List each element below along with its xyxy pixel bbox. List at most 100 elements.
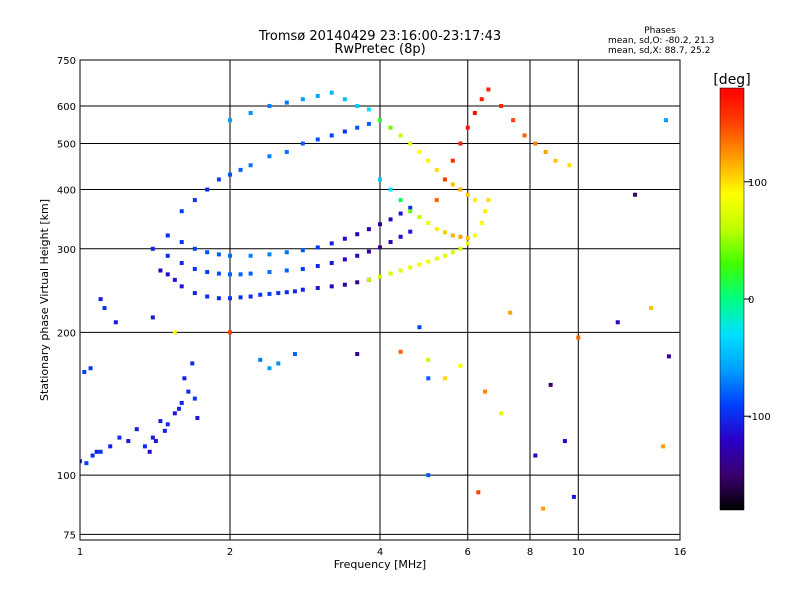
data-point bbox=[666, 354, 671, 359]
data-point bbox=[342, 257, 347, 262]
data-point bbox=[176, 406, 181, 411]
data-point bbox=[284, 268, 289, 273]
data-point bbox=[576, 335, 581, 340]
data-point bbox=[216, 252, 221, 257]
data-point bbox=[378, 118, 382, 123]
data-point bbox=[98, 449, 103, 454]
data-point bbox=[472, 110, 477, 115]
data-point bbox=[398, 268, 403, 273]
data-point bbox=[355, 125, 360, 130]
colorbar-ticks: 100 0 -100 bbox=[744, 178, 771, 423]
data-point bbox=[315, 286, 320, 291]
data-point bbox=[329, 241, 334, 246]
data-point bbox=[248, 253, 253, 258]
data-point bbox=[150, 315, 155, 320]
data-point bbox=[179, 209, 184, 214]
data-point bbox=[366, 107, 371, 112]
data-point bbox=[267, 154, 272, 159]
data-point bbox=[508, 310, 513, 315]
data-point bbox=[426, 221, 431, 226]
data-point bbox=[153, 439, 158, 444]
data-point bbox=[165, 272, 170, 277]
colorbar-label: [deg] bbox=[713, 72, 750, 88]
data-point bbox=[315, 245, 320, 250]
data-point bbox=[179, 261, 184, 266]
data-point bbox=[398, 133, 403, 138]
data-point bbox=[486, 87, 491, 92]
data-point bbox=[284, 100, 289, 105]
data-point bbox=[238, 295, 243, 300]
x-tick-label: 6 bbox=[465, 547, 471, 558]
data-point bbox=[329, 261, 334, 266]
data-point bbox=[533, 141, 538, 146]
data-point bbox=[465, 241, 470, 246]
data-point bbox=[378, 274, 382, 279]
chart-title: Tromsø 20140429 23:16:00-23:17:43 bbox=[258, 29, 501, 44]
data-point bbox=[292, 289, 297, 294]
data-point bbox=[434, 256, 439, 261]
data-point bbox=[292, 352, 297, 357]
data-point bbox=[388, 125, 393, 130]
data-point bbox=[134, 427, 139, 432]
data-point bbox=[248, 271, 253, 276]
data-point bbox=[205, 250, 210, 255]
data-point bbox=[442, 376, 447, 381]
data-point bbox=[248, 294, 253, 299]
y-tick-label: 200 bbox=[57, 328, 76, 339]
data-point bbox=[522, 133, 527, 138]
stats-line-o: mean, sd,O: -80.2, 21.3 bbox=[608, 36, 714, 46]
data-point bbox=[172, 330, 177, 335]
data-point bbox=[378, 222, 382, 227]
data-point bbox=[499, 103, 504, 108]
data-point bbox=[408, 205, 413, 210]
y-tick-label: 600 bbox=[57, 102, 76, 113]
x-tick-label: 4 bbox=[377, 547, 383, 558]
data-point bbox=[284, 290, 289, 295]
data-point bbox=[267, 103, 272, 108]
data-point bbox=[417, 262, 422, 267]
data-point bbox=[142, 444, 147, 449]
data-point bbox=[228, 118, 232, 123]
data-point bbox=[158, 268, 163, 273]
data-point bbox=[543, 149, 548, 154]
data-point bbox=[465, 125, 470, 130]
data-point bbox=[267, 366, 272, 371]
data-point bbox=[90, 453, 95, 458]
data-point bbox=[179, 240, 184, 245]
data-point bbox=[355, 103, 360, 108]
data-point bbox=[458, 141, 463, 146]
data-point bbox=[426, 158, 431, 163]
y-axis-label: Stationary phase Virtual Height [km] bbox=[38, 199, 51, 401]
data-point bbox=[472, 198, 477, 203]
data-point bbox=[84, 461, 89, 466]
data-point bbox=[165, 233, 170, 238]
data-point bbox=[458, 187, 463, 192]
colorbar-tick-label: -100 bbox=[748, 412, 771, 423]
data-point bbox=[450, 250, 455, 255]
data-point bbox=[417, 215, 422, 220]
y-tick-label: 100 bbox=[57, 471, 76, 482]
data-point bbox=[450, 233, 455, 238]
data-point bbox=[661, 444, 666, 449]
data-point bbox=[228, 330, 232, 335]
x-tick-label: 16 bbox=[674, 547, 687, 558]
data-point bbox=[398, 234, 403, 239]
data-point bbox=[315, 263, 320, 268]
data-point bbox=[108, 444, 113, 449]
data-point bbox=[238, 272, 243, 277]
data-point bbox=[434, 227, 439, 232]
data-point bbox=[398, 198, 403, 203]
data-point bbox=[408, 229, 413, 234]
data-point bbox=[355, 232, 360, 237]
data-point bbox=[216, 296, 221, 301]
data-point bbox=[165, 422, 170, 427]
data-point bbox=[649, 306, 654, 311]
data-point bbox=[483, 209, 488, 214]
data-point bbox=[276, 291, 281, 296]
colorbar bbox=[719, 87, 745, 511]
data-point bbox=[615, 320, 620, 325]
data-point bbox=[182, 376, 187, 381]
data-point bbox=[216, 177, 221, 182]
data-point bbox=[329, 133, 334, 138]
chart-subtitle: RwPretec (8p) bbox=[334, 42, 425, 57]
